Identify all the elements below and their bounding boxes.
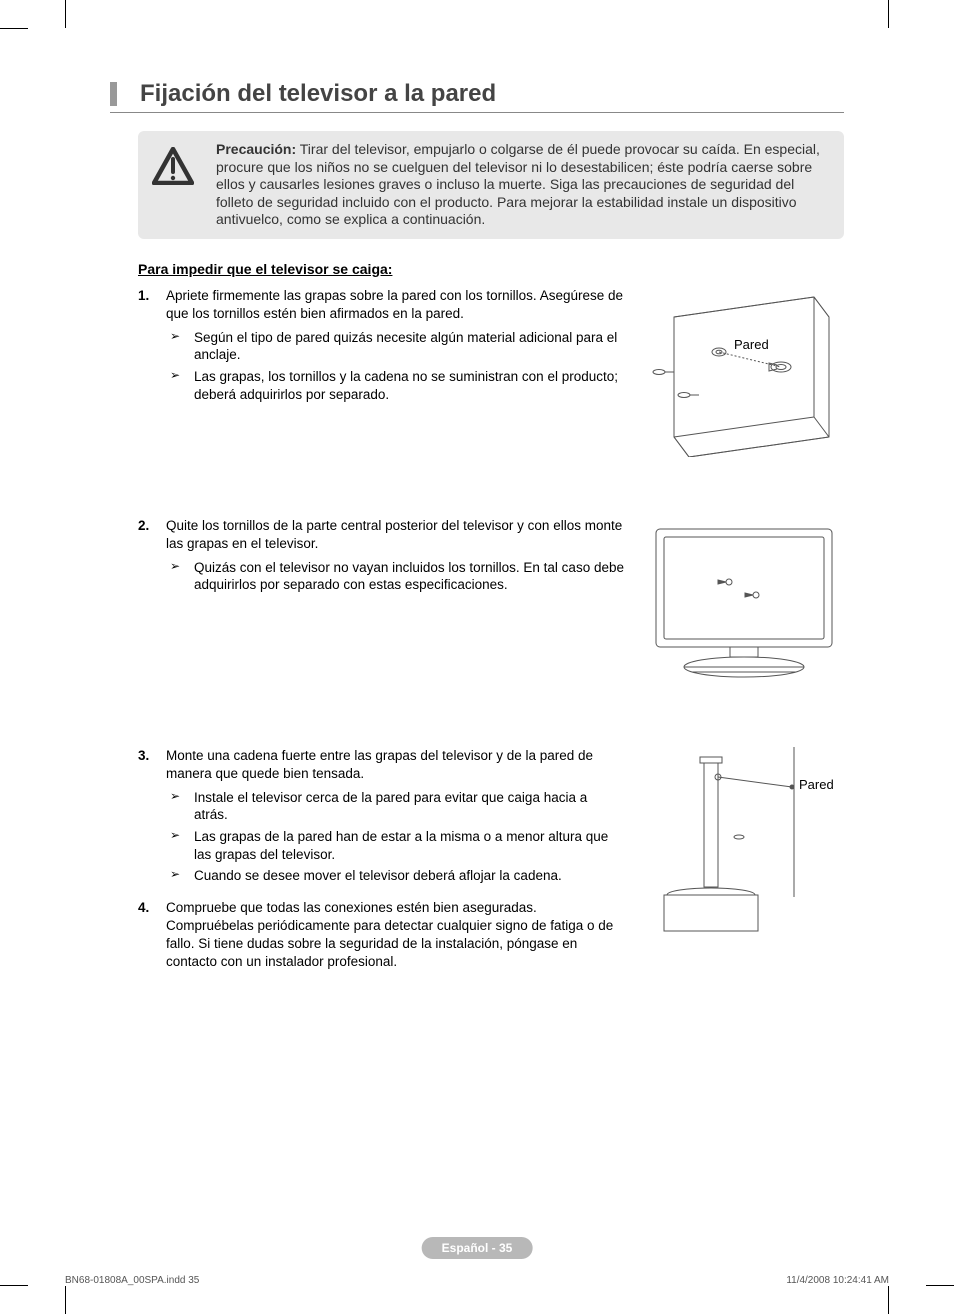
crop-mark xyxy=(926,1285,954,1286)
step-4: Compruebe que todas las conexiones estén… xyxy=(138,899,624,972)
step-3: Monte una cadena fuerte entre las grapas… xyxy=(138,747,624,885)
crop-mark xyxy=(65,1286,66,1314)
footer-filename: BN68-01808A_00SPA.indd 35 xyxy=(65,1275,199,1286)
page-number-badge: Español - 35 xyxy=(422,1237,533,1259)
page-content: Fijación del televisor a la pared Precau… xyxy=(110,80,844,1000)
crop-mark xyxy=(888,1286,889,1314)
footer-timestamp: 11/4/2008 10:24:41 AM xyxy=(786,1275,889,1286)
footer: BN68-01808A_00SPA.indd 35 11/4/2008 10:2… xyxy=(65,1275,889,1286)
caution-body: Tirar del televisor, empujarlo o colgars… xyxy=(216,141,820,227)
step-1-text: Apriete firmemente las grapas sobre la p… xyxy=(166,288,623,321)
crop-mark xyxy=(0,1285,28,1286)
crop-mark xyxy=(0,28,28,29)
caution-label: Precaución: xyxy=(216,141,296,157)
figure-wall-bracket: Pared xyxy=(644,287,844,457)
step-2-text: Quite los tornillos de la parte central … xyxy=(166,518,622,551)
caution-box: Precaución: Tirar del televisor, empujar… xyxy=(138,131,844,239)
figure-tv-back xyxy=(644,517,844,687)
page-title: Fijación del televisor a la pared xyxy=(140,80,844,108)
step-1: Apriete firmemente las grapas sobre la p… xyxy=(138,287,624,404)
step-3-note-3: Cuando se desee mover el televisor deber… xyxy=(166,867,624,885)
figure-tv-chain: Pared xyxy=(644,747,844,937)
step-3-text: Monte una cadena fuerte entre las grapas… xyxy=(166,748,593,781)
caution-text: Precaución: Tirar del televisor, empujar… xyxy=(216,141,830,229)
figure-1-label: Pared xyxy=(734,337,769,352)
warning-icon xyxy=(152,141,200,229)
step-1-note-2: Las grapas, los tornillos y la cadena no… xyxy=(166,368,624,403)
step-1-note-1: Según el tipo de pared quizás necesite a… xyxy=(166,329,624,364)
title-section: Fijación del televisor a la pared xyxy=(110,80,844,113)
step-2: Quite los tornillos de la parte central … xyxy=(138,517,624,595)
title-bar xyxy=(110,82,117,106)
figure-3-label: Pared xyxy=(799,777,834,792)
step-row-2: Quite los tornillos de la parte central … xyxy=(138,517,844,687)
subtitle: Para impedir que el televisor se caiga: xyxy=(138,261,844,277)
step-3-note-1: Instale el televisor cerca de la pared p… xyxy=(166,789,624,824)
crop-mark xyxy=(65,0,66,28)
step-row-1: Apriete firmemente las grapas sobre la p… xyxy=(138,287,844,457)
step-row-3: Monte una cadena fuerte entre las grapas… xyxy=(138,747,844,980)
step-3-note-2: Las grapas de la pared han de estar a la… xyxy=(166,828,624,863)
crop-mark xyxy=(888,0,889,28)
step-2-note-1: Quizás con el televisor no vayan incluid… xyxy=(166,559,624,594)
step-4-text: Compruebe que todas las conexiones estén… xyxy=(166,900,613,970)
